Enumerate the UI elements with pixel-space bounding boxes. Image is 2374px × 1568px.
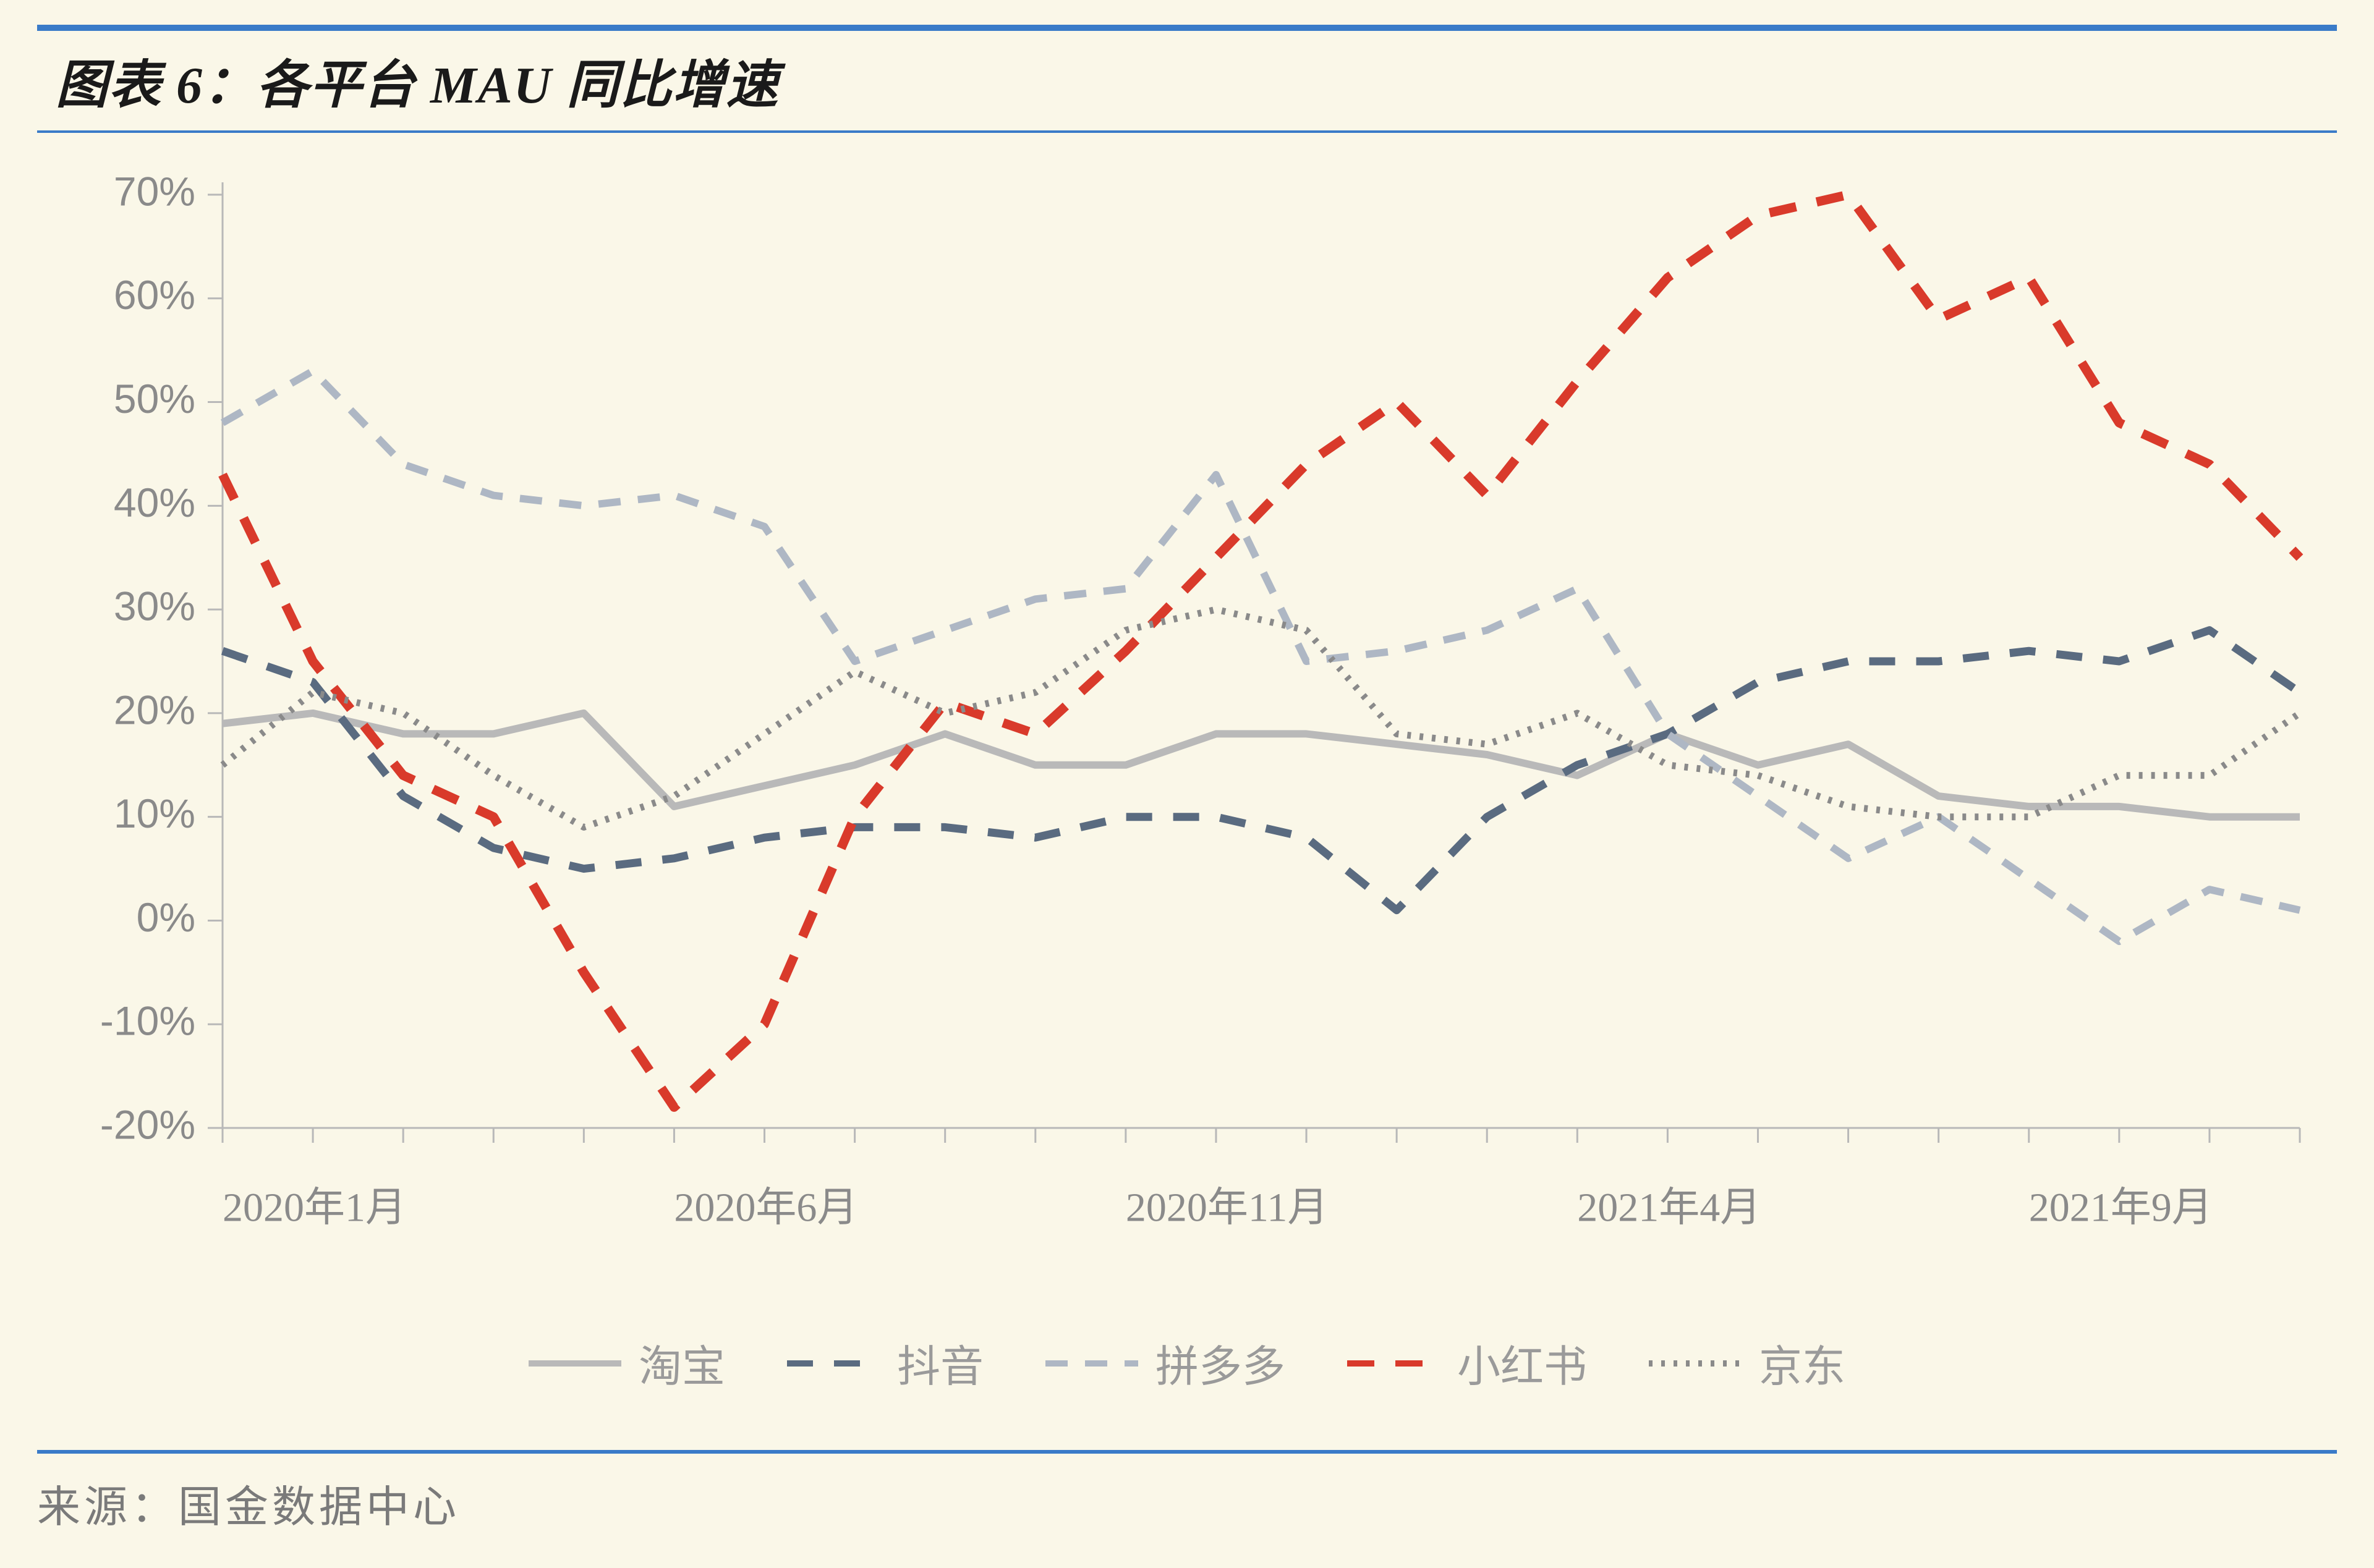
svg-text:2020年11月: 2020年11月 bbox=[1126, 1185, 1329, 1230]
svg-text:2020年1月: 2020年1月 bbox=[223, 1185, 406, 1230]
legend-swatch bbox=[529, 1356, 621, 1371]
svg-text:30%: 30% bbox=[114, 583, 195, 629]
legend-swatch bbox=[787, 1356, 880, 1371]
series-line bbox=[223, 630, 2300, 910]
legend: 淘宝 抖音 拼多多 小红书 京东 bbox=[37, 1332, 2337, 1394]
line-chart: -20% -10% 0% 10% 20% 30% 40% 50% 60% 70% 2020年1月 20… bbox=[37, 170, 2374, 1289]
legend-item: 小红书 bbox=[1347, 1332, 1587, 1394]
legend-label: 抖音 bbox=[897, 1332, 984, 1394]
figure-title: 图表 6：各平台 MAU 同比增速 bbox=[56, 57, 779, 114]
svg-text:60%: 60% bbox=[114, 272, 195, 318]
chart-figure: 图表 6：各平台 MAU 同比增速 -20% -10% 0% 10% 20% 30% 40%… bbox=[0, 0, 2374, 1568]
svg-text:50%: 50% bbox=[114, 376, 195, 422]
legend-item: 抖音 bbox=[787, 1332, 984, 1394]
svg-text:10%: 10% bbox=[114, 790, 195, 836]
svg-text:2021年9月: 2021年9月 bbox=[2029, 1185, 2213, 1230]
title-block: 图表 6：各平台 MAU 同比增速 bbox=[37, 25, 2337, 133]
legend-item: 京东 bbox=[1649, 1332, 1845, 1394]
svg-text:-10%: -10% bbox=[100, 998, 195, 1044]
svg-text:2020年6月: 2020年6月 bbox=[674, 1185, 857, 1230]
legend-label: 拼多多 bbox=[1155, 1332, 1285, 1394]
chart-area: -20% -10% 0% 10% 20% 30% 40% 50% 60% 70% 2020年1月 20… bbox=[37, 170, 2337, 1307]
legend-swatch bbox=[1045, 1356, 1138, 1371]
legend-swatch bbox=[1347, 1356, 1440, 1371]
svg-text:0%: 0% bbox=[137, 894, 195, 940]
legend-item: 淘宝 bbox=[529, 1332, 725, 1394]
svg-text:-20%: -20% bbox=[100, 1101, 195, 1147]
series-line bbox=[223, 195, 2300, 1107]
legend-swatch bbox=[1649, 1356, 1742, 1371]
legend-label: 京东 bbox=[1759, 1332, 1845, 1394]
legend-label: 淘宝 bbox=[639, 1332, 725, 1394]
source-label: 来源：国金数据中心 bbox=[37, 1472, 2337, 1535]
footer-rule bbox=[37, 1450, 2337, 1454]
series-line bbox=[223, 713, 2300, 817]
legend-label: 小红书 bbox=[1457, 1332, 1587, 1394]
series-line bbox=[223, 609, 2300, 827]
legend-item: 拼多多 bbox=[1045, 1332, 1285, 1394]
svg-text:40%: 40% bbox=[114, 480, 195, 525]
svg-text:70%: 70% bbox=[114, 170, 195, 214]
svg-text:2021年4月: 2021年4月 bbox=[1577, 1185, 1761, 1230]
svg-text:20%: 20% bbox=[114, 687, 195, 732]
